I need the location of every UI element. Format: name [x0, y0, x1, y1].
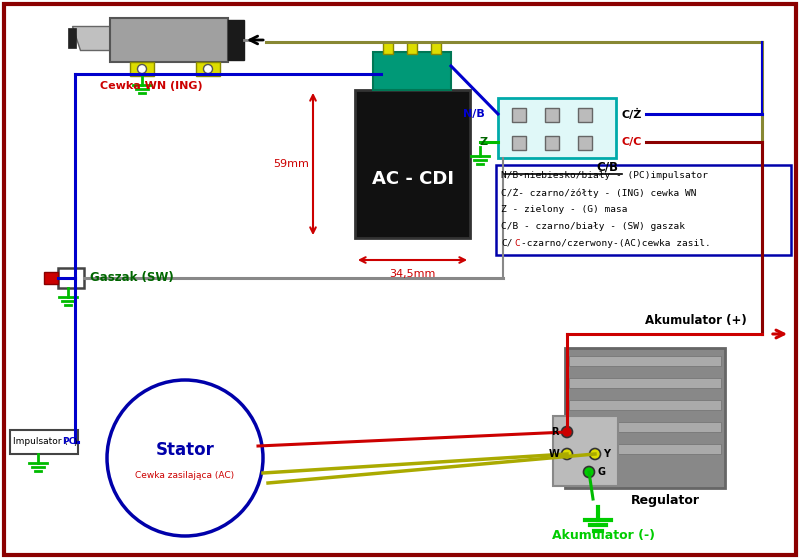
Text: AC - CDI: AC - CDI: [371, 170, 454, 188]
Bar: [130, 62, 154, 76]
Bar: [578, 136, 592, 150]
Bar: [512, 136, 526, 150]
Bar: [407, 42, 417, 54]
Bar: [68, 28, 76, 48]
Text: Cewka WN (ING): Cewka WN (ING): [100, 81, 202, 91]
Bar: [565, 348, 725, 488]
Bar: [496, 165, 791, 255]
Text: R: R: [551, 427, 559, 437]
Text: C/B: C/B: [596, 160, 618, 173]
Bar: [569, 444, 721, 454]
Bar: [383, 42, 393, 54]
Text: C/: C/: [501, 239, 513, 248]
Bar: [553, 416, 618, 486]
Polygon shape: [72, 26, 110, 50]
Bar: [569, 422, 721, 432]
Bar: [512, 108, 526, 122]
Bar: [228, 20, 244, 60]
Text: Z - zielony - (G) masa: Z - zielony - (G) masa: [501, 205, 627, 214]
Bar: [110, 18, 228, 62]
Text: C/Ż: C/Ż: [621, 108, 642, 120]
Bar: [10, 430, 78, 454]
Text: ): ): [73, 438, 77, 447]
Circle shape: [138, 64, 146, 73]
Text: Akumulator (+): Akumulator (+): [645, 314, 746, 327]
Text: Regulator: Regulator: [630, 494, 699, 507]
Bar: [196, 62, 220, 76]
Circle shape: [203, 64, 213, 73]
Text: Cewka zasilająca (AC): Cewka zasilająca (AC): [135, 471, 234, 481]
Bar: [578, 108, 592, 122]
Bar: [569, 378, 721, 388]
Bar: [431, 42, 441, 54]
Bar: [545, 108, 559, 122]
Bar: [569, 400, 721, 410]
Circle shape: [562, 427, 573, 438]
Text: 34,5mm: 34,5mm: [390, 269, 436, 279]
Text: PC: PC: [62, 438, 75, 447]
Circle shape: [590, 448, 601, 459]
Text: G: G: [597, 467, 605, 477]
Bar: [355, 90, 470, 238]
Text: W: W: [548, 449, 559, 459]
Text: Z: Z: [480, 137, 488, 147]
Bar: [58, 268, 84, 288]
Bar: [545, 136, 559, 150]
Text: C/B - czarno/biały - (SW) gaszak: C/B - czarno/biały - (SW) gaszak: [501, 222, 685, 231]
Text: Stator: Stator: [155, 441, 214, 459]
Text: C/C: C/C: [621, 137, 642, 147]
Circle shape: [107, 380, 263, 536]
Circle shape: [562, 448, 573, 459]
Text: -czarno/czerwony-(AC)cewka zasil.: -czarno/czerwony-(AC)cewka zasil.: [521, 239, 710, 248]
Text: Gaszak (SW): Gaszak (SW): [90, 272, 174, 285]
Text: C: C: [514, 239, 520, 248]
Text: Y: Y: [603, 449, 610, 459]
Text: Impulsator (: Impulsator (: [13, 438, 68, 447]
Text: N/B: N/B: [463, 109, 485, 119]
Circle shape: [583, 467, 594, 477]
Text: C/Ż- czarno/żółty - (ING) cewka WN: C/Ż- czarno/żółty - (ING) cewka WN: [501, 188, 697, 198]
Bar: [44, 272, 58, 284]
Bar: [569, 356, 721, 366]
Text: 59mm: 59mm: [273, 159, 309, 169]
Text: N/B-niebiesko/biały - (PC)impulsator: N/B-niebiesko/biały - (PC)impulsator: [501, 171, 708, 180]
Text: Akumulator (-): Akumulator (-): [551, 529, 654, 542]
Bar: [498, 98, 616, 158]
Bar: [373, 52, 451, 90]
